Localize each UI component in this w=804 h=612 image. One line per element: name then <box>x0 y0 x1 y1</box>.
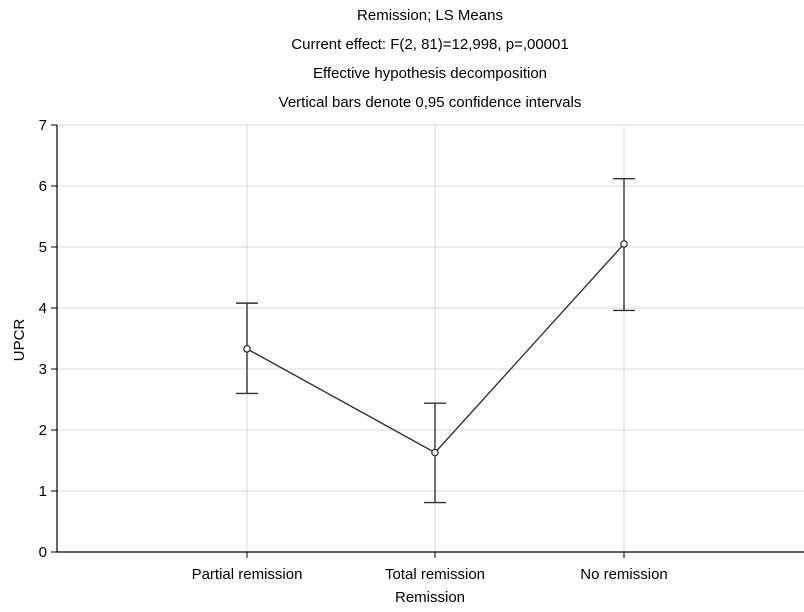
title-line-1: Remission; LS Means <box>357 7 503 24</box>
y-tick-label-5: 5 <box>39 239 47 256</box>
x-tick-label-0: Partial remission <box>192 566 303 583</box>
y-tick-label-0: 0 <box>39 544 47 561</box>
y-tick-label-6: 6 <box>39 178 47 195</box>
grid-lines <box>57 124 804 552</box>
y-tick-label-1: 1 <box>39 483 47 500</box>
y-tick-label-3: 3 <box>39 361 47 378</box>
y-tick-labels: 0 1 2 3 4 5 6 7 <box>39 117 47 561</box>
y-tick-label-2: 2 <box>39 422 47 439</box>
y-axis-label: UPCR <box>11 319 28 362</box>
data-points <box>243 240 628 457</box>
axes <box>51 124 804 558</box>
chart-title: Remission; LS Means Current effect: F(2,… <box>279 7 582 111</box>
data-point-1 <box>431 448 439 457</box>
x-tick-labels: Partial remission Total remission No remis… <box>192 566 668 583</box>
title-line-3: Effective hypothesis decomposition <box>313 65 547 82</box>
data-point-0 <box>243 345 251 353</box>
y-tick-label-7: 7 <box>39 117 47 134</box>
title-line-4: Vertical bars denote 0,95 confidence int… <box>279 94 582 111</box>
title-line-2: Current effect: F(2, 81)=12,998, p=,0000… <box>291 36 568 53</box>
y-tick-label-4: 4 <box>39 300 47 317</box>
x-tick-label-1: Total remission <box>385 566 485 583</box>
x-axis-label: Remission <box>395 589 465 606</box>
data-point-2 <box>620 240 628 248</box>
x-tick-label-2: No remission <box>580 566 668 583</box>
